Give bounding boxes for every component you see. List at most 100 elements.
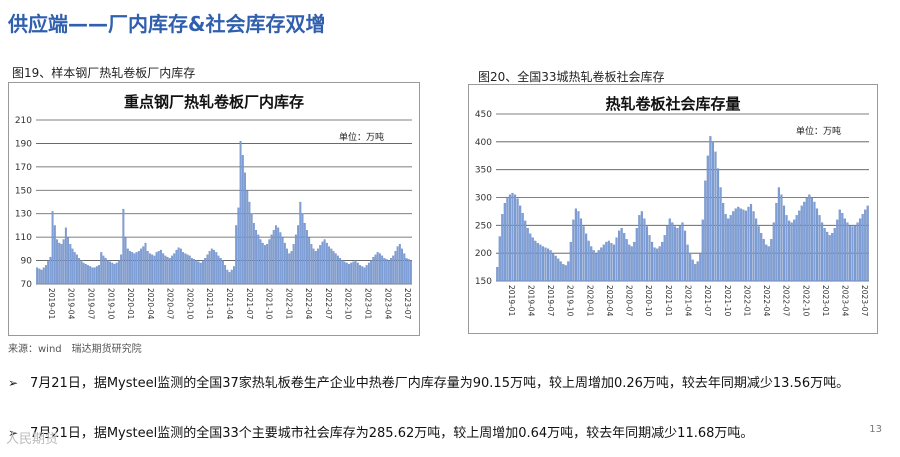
bar (536, 243, 539, 282)
x-tick-label: 2020-10 (185, 288, 194, 320)
y-tick-label: 450 (475, 110, 492, 120)
bar (390, 258, 392, 285)
chart-panel-right: 热轧卷板社会库存量 单位：万吨 150 200 250 300 350 400 450 2019-… (468, 84, 878, 334)
bar (75, 254, 78, 285)
bar (168, 258, 171, 285)
bar (620, 228, 623, 282)
bar (91, 267, 94, 285)
bar (772, 222, 775, 282)
page-number: 13 (869, 424, 882, 435)
bar (658, 246, 661, 282)
bar (826, 231, 829, 282)
y-tick-label: 350 (475, 166, 492, 176)
bar (303, 222, 306, 285)
bar (84, 263, 87, 285)
bar (567, 261, 570, 282)
bar (496, 266, 499, 282)
bar (109, 261, 112, 285)
x-tick-label: 2023-01 (364, 288, 373, 320)
bar (503, 202, 506, 282)
bar (549, 250, 552, 282)
bar (47, 260, 50, 285)
unit-label: 单位：万吨 (339, 131, 384, 143)
x-tick-label: 2021-04 (684, 285, 693, 317)
x-tick-label: 2022-01 (284, 288, 293, 320)
bar (711, 141, 715, 282)
bar (104, 258, 107, 285)
bar (800, 205, 803, 282)
bar (308, 237, 311, 285)
bar (164, 255, 167, 285)
bar (166, 256, 169, 285)
bar (650, 241, 654, 282)
bar (263, 245, 266, 285)
bar (255, 230, 258, 285)
source-note: 来源：wind 瑞达期货研究院 (8, 344, 142, 355)
watermark-text: 人民期货 (6, 432, 59, 447)
bar (714, 151, 717, 282)
bar (111, 262, 114, 285)
x-tick-label: 2021-04 (225, 288, 234, 320)
bar (737, 206, 740, 282)
bar (374, 254, 377, 285)
y-tick-label: 250 (475, 221, 492, 231)
bar (643, 218, 646, 282)
bar (286, 248, 288, 285)
bar (135, 252, 138, 285)
bar (146, 251, 149, 285)
bar (864, 209, 867, 282)
unit-label: 单位：万吨 (796, 125, 841, 137)
bar (142, 246, 145, 285)
bar (838, 209, 841, 282)
x-tick-label: 2020-04 (605, 285, 614, 317)
bar (859, 218, 862, 282)
bar (394, 251, 397, 285)
bar (62, 239, 65, 285)
x-tick-label: 2020-10 (644, 285, 653, 317)
bar (625, 239, 628, 282)
bar (250, 213, 253, 285)
bar (195, 260, 198, 285)
x-tick-label: 2019-04 (67, 288, 76, 320)
bar (215, 252, 218, 285)
bar (261, 242, 264, 285)
bar (365, 265, 368, 285)
bar (742, 209, 745, 282)
bar (724, 214, 727, 282)
bar (793, 219, 796, 282)
bar (739, 208, 742, 282)
bar (175, 249, 178, 285)
bar (69, 244, 72, 285)
bar (294, 234, 297, 285)
bar (239, 140, 242, 285)
bar (762, 239, 765, 282)
bar (98, 265, 100, 285)
bar (798, 210, 801, 282)
x-tick-label: 2021-01 (664, 285, 673, 317)
y-tick-label: 210 (15, 116, 32, 126)
bar (831, 233, 834, 282)
y-tick-label: 130 (15, 210, 32, 220)
bar (199, 262, 202, 285)
x-tick-label: 2022-01 (742, 285, 751, 317)
bar (544, 247, 547, 282)
bar (95, 266, 98, 285)
bar (237, 207, 240, 285)
x-tick-label: 2019-10 (106, 288, 115, 320)
bar (833, 228, 836, 282)
bar (820, 222, 824, 282)
bar (803, 201, 806, 282)
bar (396, 246, 399, 285)
bar (524, 220, 527, 282)
x-tick-label: 2023-07 (860, 285, 869, 317)
x-tick-label: 2022-04 (304, 288, 313, 320)
bar (137, 251, 140, 285)
bar (541, 246, 545, 282)
y-tick-label: 70 (21, 280, 33, 290)
bar (777, 187, 780, 282)
bullet-item-1: ➢ 7月21日，据Mysteel监测的全国37家热轧板卷生产企业中热卷厂内库存量为… (8, 372, 888, 395)
bar (790, 222, 793, 282)
x-tick-label: 2022-10 (801, 285, 810, 317)
bar (257, 234, 260, 285)
bar (133, 253, 136, 285)
